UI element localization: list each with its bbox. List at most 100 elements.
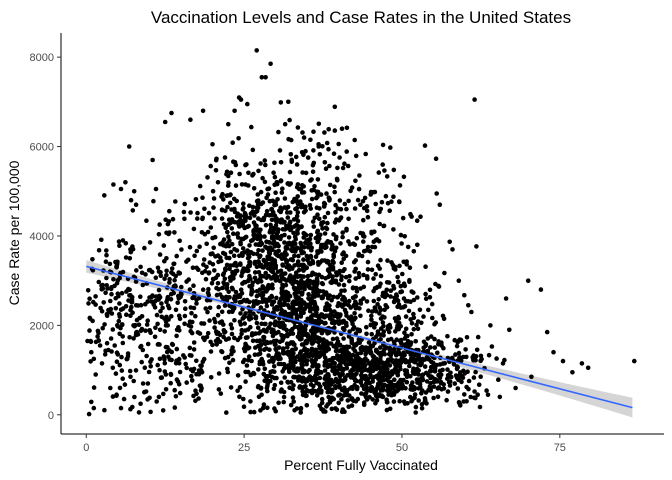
data-point <box>456 377 461 383</box>
data-point <box>375 284 380 290</box>
data-point <box>237 335 243 340</box>
data-point <box>382 369 387 374</box>
data-point <box>337 342 343 348</box>
data-point <box>331 151 337 156</box>
data-point <box>160 408 166 413</box>
data-point <box>295 125 301 130</box>
data-point <box>277 278 283 284</box>
data-point <box>369 317 374 323</box>
data-point <box>284 223 289 229</box>
data-point <box>401 358 407 363</box>
data-point <box>210 235 215 241</box>
data-point <box>333 319 338 325</box>
data-point <box>269 212 275 217</box>
data-point <box>361 248 367 254</box>
data-point <box>324 301 330 306</box>
data-point <box>253 331 258 336</box>
data-point <box>290 199 296 205</box>
data-point <box>391 399 397 404</box>
data-point <box>338 241 343 246</box>
data-point <box>465 369 470 375</box>
data-point <box>204 241 209 247</box>
data-point <box>87 328 92 333</box>
data-point <box>464 399 469 404</box>
data-point <box>251 232 256 238</box>
data-point <box>381 323 386 329</box>
data-point <box>286 136 291 142</box>
data-point <box>305 245 311 250</box>
data-point <box>239 327 245 333</box>
data-point <box>494 356 499 361</box>
data-point <box>371 276 376 281</box>
data-point <box>192 253 197 259</box>
data-point <box>225 366 230 372</box>
data-point <box>188 210 193 215</box>
data-point <box>175 379 181 384</box>
data-point <box>471 353 477 358</box>
data-point <box>237 319 243 325</box>
data-point <box>325 383 330 389</box>
data-point <box>293 247 299 252</box>
data-point <box>279 387 284 392</box>
data-point <box>124 289 129 294</box>
data-point <box>264 239 269 244</box>
data-point <box>260 312 265 317</box>
data-point <box>87 296 92 302</box>
data-point <box>315 228 321 234</box>
data-point <box>361 272 366 278</box>
data-point <box>349 403 355 408</box>
data-point <box>191 347 197 352</box>
data-point <box>331 294 336 300</box>
data-point <box>248 409 253 415</box>
data-point <box>200 216 205 222</box>
data-point <box>294 216 299 222</box>
data-point <box>405 401 410 406</box>
data-point <box>281 325 286 331</box>
data-point <box>352 359 358 364</box>
data-point <box>398 289 403 295</box>
data-point <box>352 348 358 354</box>
data-point <box>168 380 173 386</box>
data-point <box>153 325 158 331</box>
data-point <box>115 291 121 297</box>
data-point <box>271 386 277 392</box>
data-point <box>333 278 339 284</box>
data-point <box>344 125 350 131</box>
data-point <box>363 391 368 397</box>
data-point <box>224 171 229 177</box>
data-point <box>120 269 126 275</box>
data-point <box>388 294 393 299</box>
data-point <box>391 194 396 199</box>
x-axis-title: Percent Fully Vaccinated <box>284 457 438 473</box>
data-point <box>215 272 221 278</box>
data-point <box>255 300 261 305</box>
data-point <box>255 198 261 203</box>
data-point <box>222 251 228 257</box>
data-point <box>431 384 437 389</box>
data-point <box>370 379 376 384</box>
data-point <box>457 355 462 360</box>
data-point <box>245 101 250 107</box>
data-point <box>157 342 162 347</box>
data-point <box>117 312 122 317</box>
data-point <box>260 290 266 296</box>
data-point <box>264 288 270 294</box>
data-point <box>298 285 303 291</box>
data-point <box>290 395 296 400</box>
data-point <box>385 337 391 343</box>
data-point <box>169 266 175 271</box>
data-point <box>272 226 278 232</box>
data-point <box>309 346 315 352</box>
data-point <box>338 206 344 212</box>
data-point <box>238 287 244 293</box>
data-point <box>328 390 334 395</box>
data-point <box>325 220 330 226</box>
data-point <box>400 353 405 359</box>
data-point <box>380 314 386 319</box>
data-point <box>226 217 232 222</box>
data-point <box>117 301 122 306</box>
data-point <box>230 140 235 145</box>
data-point <box>287 182 292 187</box>
data-point <box>286 241 291 246</box>
data-point <box>372 305 378 310</box>
